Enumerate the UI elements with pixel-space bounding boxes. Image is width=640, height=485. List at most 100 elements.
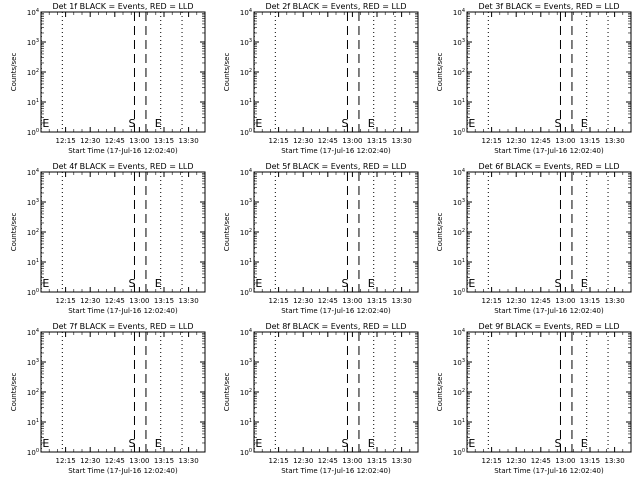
y-tick-exponent: 3 — [249, 358, 252, 364]
y-tick-label: 100 — [240, 448, 252, 457]
panel-title: Det 3f BLACK = Events, RED = LLD — [478, 2, 619, 11]
y-tick-exponent: 4 — [249, 168, 252, 174]
panel-9: Det 9f BLACK = Events, RED = LLD10010110… — [436, 322, 632, 475]
panel-8: Det 8f BLACK = Events, RED = LLD 100 101 10… — [223, 322, 419, 475]
marker-label: E — [42, 437, 49, 450]
y-tick-exponent: 3 — [462, 198, 465, 204]
x-axis-label: Start Time (17-Jul-16 12:02:40) — [68, 307, 178, 315]
marker-label: S — [341, 277, 348, 290]
x-tick-label: 13:00 — [555, 297, 575, 305]
x-axis-label: Start Time (17-Jul-16 12:02:40) — [494, 307, 604, 315]
marker-label: E — [581, 117, 588, 130]
marker-label: E — [468, 277, 475, 290]
y-tick-exponent: 0 — [462, 288, 465, 294]
y-tick-label: 101 — [240, 418, 252, 427]
marker-label: S — [128, 277, 135, 290]
panel-title: Det 8f BLACK = Events, RED = LLD — [265, 322, 406, 331]
y-tick-label: 103 — [240, 38, 252, 47]
panel-title: Det 1f BLACK = Events, RED = LLD — [52, 2, 193, 11]
plot-frame — [40, 331, 206, 453]
x-tick-label: 13:30 — [605, 297, 625, 305]
x-tick-label: 13:30 — [179, 457, 199, 465]
y-tick-exponent: 0 — [462, 448, 465, 454]
y-tick-exponent: 0 — [462, 128, 465, 134]
marker-label: S — [128, 117, 135, 130]
x-tick-label: 12:15 — [269, 457, 289, 465]
y-tick-label: 102 — [453, 228, 465, 237]
y-tick-label: 100 — [240, 288, 252, 297]
y-tick-exponent: 1 — [462, 258, 465, 264]
x-axis-label: Start Time (17-Jul-16 12:02:40) — [494, 467, 604, 475]
x-tick-label: 12:15 — [56, 137, 76, 145]
marker-label: E — [468, 117, 475, 130]
x-tick-label: 13:00 — [129, 297, 149, 305]
panel-title: Det 9f BLACK = Events, RED = LLD — [478, 322, 619, 331]
y-tick-label: 102 — [240, 68, 252, 77]
x-axis-label: Start Time (17-Jul-16 12:02:40) — [281, 467, 391, 475]
x-tick-label: 13:00 — [555, 457, 575, 465]
x-tick-label: 12:15 — [482, 137, 502, 145]
y-tick-label: 102 — [453, 388, 465, 397]
y-tick-exponent: 4 — [462, 168, 465, 174]
y-tick-label: 104 — [27, 8, 39, 17]
marker-label: E — [368, 277, 375, 290]
x-tick-label: 12:15 — [269, 297, 289, 305]
y-tick-label: 102 — [27, 68, 39, 77]
marker-label: E — [255, 277, 262, 290]
y-tick-label: 101 — [240, 258, 252, 267]
y-tick-exponent: 1 — [249, 258, 252, 264]
marker-label: S — [554, 437, 561, 450]
y-tick-exponent: 2 — [249, 228, 252, 234]
x-tick-label: 12:15 — [482, 297, 502, 305]
x-tick-label: 13:15 — [580, 297, 600, 305]
x-axis-label: Start Time (17-Jul-16 12:02:40) — [68, 147, 178, 155]
y-axis-label: Counts/sec — [223, 373, 231, 412]
marker-label: E — [368, 437, 375, 450]
panel-title: Det 5f BLACK = Events, RED = LLD — [265, 162, 406, 171]
panel-6: Det 6f BLACK = Events, RED = LLD10010110… — [436, 162, 632, 315]
marker-label: E — [368, 117, 375, 130]
y-tick-exponent: 3 — [249, 38, 252, 44]
y-tick-label: 103 — [27, 38, 39, 47]
y-tick-label: 100 — [240, 128, 252, 137]
x-tick-label: 13:15 — [367, 457, 387, 465]
x-tick-label: 13:30 — [179, 297, 199, 305]
x-tick-label: 12:45 — [105, 297, 125, 305]
y-tick-exponent: 4 — [36, 168, 39, 174]
x-tick-label: 13:30 — [605, 137, 625, 145]
y-tick-exponent: 2 — [36, 228, 39, 234]
y-axis-label: Counts/sec — [223, 53, 231, 92]
marker-label: E — [155, 437, 162, 450]
y-tick-exponent: 0 — [249, 288, 252, 294]
y-tick-exponent: 3 — [249, 198, 252, 204]
marker-label: E — [42, 277, 49, 290]
y-tick-exponent: 0 — [249, 128, 252, 134]
plot-frame — [253, 11, 419, 133]
x-axis-label: Start Time (17-Jul-16 12:02:40) — [281, 147, 391, 155]
y-axis-label: Counts/sec — [436, 213, 444, 252]
x-tick-label: 12:45 — [318, 137, 338, 145]
plot-frame — [466, 171, 632, 293]
plot-frame — [40, 171, 206, 293]
x-axis-label: Start Time (17-Jul-16 12:02:40) — [68, 467, 178, 475]
panel-7: Det 7f BLACK = Events, RED = LLD10010110… — [10, 322, 206, 475]
marker-label: S — [128, 437, 135, 450]
x-tick-label: 13:15 — [580, 457, 600, 465]
x-tick-label: 13:15 — [154, 297, 174, 305]
y-tick-label: 104 — [240, 328, 252, 337]
y-tick-label: 101 — [453, 418, 465, 427]
x-tick-label: 12:30 — [80, 297, 100, 305]
x-tick-label: 13:00 — [342, 297, 362, 305]
panel-4: Det 4f BLACK = Events, RED = LLD10010110… — [10, 162, 206, 315]
y-tick-exponent: 2 — [249, 68, 252, 74]
marker-label: E — [581, 277, 588, 290]
y-axis-label: Counts/sec — [436, 53, 444, 92]
y-tick-exponent: 2 — [36, 68, 39, 74]
marker-label: E — [468, 437, 475, 450]
plot-frame — [466, 331, 632, 453]
y-tick-label: 101 — [27, 258, 39, 267]
y-tick-exponent: 0 — [249, 448, 252, 454]
x-tick-label: 12:30 — [80, 137, 100, 145]
